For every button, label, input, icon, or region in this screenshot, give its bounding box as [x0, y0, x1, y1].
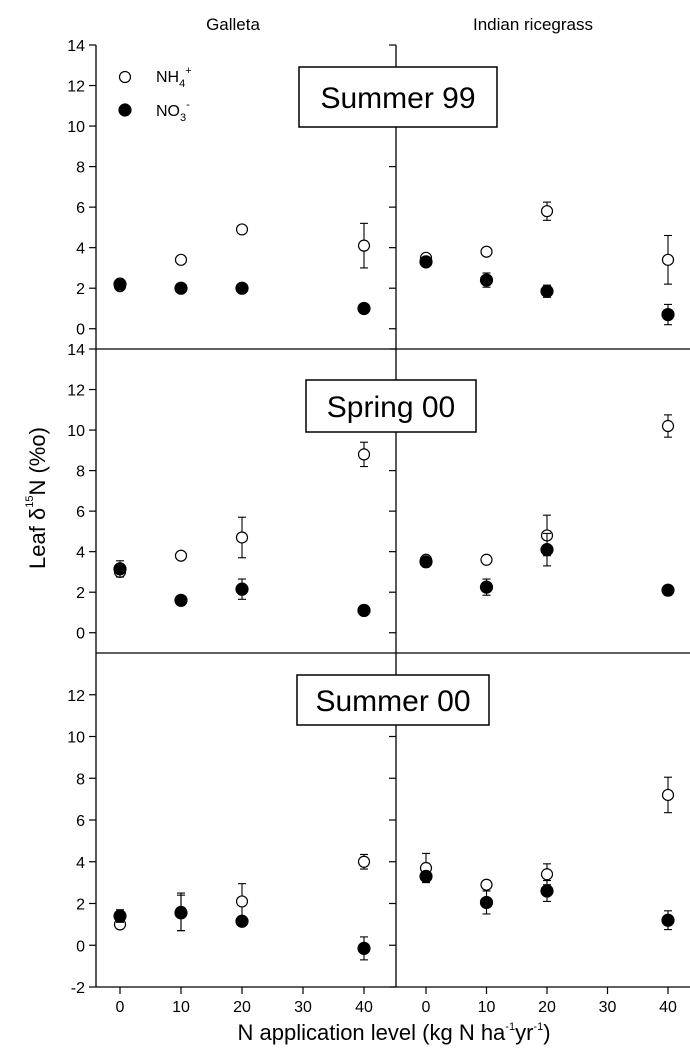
data-point-nh4: [235, 895, 249, 908]
x-tick-label: 30: [294, 999, 312, 1016]
y-tick-label: 10: [67, 423, 85, 440]
data-point-no3: [113, 562, 127, 576]
panel-label-summer-00-box: Summer 00: [296, 674, 490, 726]
data-point-nh4: [661, 788, 675, 802]
data-point-no3: [540, 543, 554, 557]
panel-label-summer-99-box: Summer 99: [298, 66, 498, 128]
y-tick-label: 2: [76, 585, 85, 602]
x-tick-label: 0: [116, 999, 125, 1016]
data-point-nh4: [480, 245, 493, 258]
data-point-no3: [357, 603, 371, 618]
data-point-no3: [540, 284, 554, 298]
column-title-indian-ricegrass: Indian ricegrass: [473, 15, 593, 34]
data-point-no3: [174, 593, 188, 607]
panel-label-spring-00: Spring 00: [327, 391, 455, 424]
data-point-nh4: [235, 531, 249, 544]
x-tick-label: 10: [478, 999, 496, 1016]
data-point-no3: [419, 255, 433, 269]
x-tick-label: 40: [355, 999, 373, 1016]
data-point-no3: [419, 555, 433, 569]
data-point-nh4: [235, 223, 249, 236]
data-point-nh4: [357, 239, 371, 252]
x-axis-title: N application level (kg N ha-1yr-1): [237, 1020, 550, 1045]
y-tick-label: 0: [76, 322, 85, 339]
data-point-no3: [419, 869, 433, 883]
data-point-nh4: [174, 549, 188, 562]
x-tick-label: 0: [422, 999, 431, 1016]
data-point-no3: [174, 281, 188, 295]
y-tick-label: 8: [76, 771, 85, 788]
y-tick-label: 12: [67, 79, 85, 96]
panel-label-summer-99: Summer 99: [320, 82, 475, 115]
data-point-nh4: [480, 553, 493, 566]
data-point-no3: [357, 941, 371, 955]
data-point-no3: [174, 906, 188, 920]
y-tick-label: 10: [67, 119, 85, 136]
data-point-no3: [113, 277, 127, 291]
data-point-no3: [661, 307, 675, 322]
x-axis-ticks: 0 10 20 30 40 0 10 20 30 40: [116, 987, 677, 1016]
data-point-no3: [479, 273, 494, 287]
y-tick-label: 8: [76, 464, 85, 481]
x-tick-label: 40: [659, 999, 677, 1016]
legend: NH4+ NO3-: [118, 65, 192, 124]
x-tick-label: 20: [233, 999, 251, 1016]
data-point-no3: [479, 580, 494, 594]
y-tick-label: 12: [67, 383, 85, 400]
data-point-nh4: [357, 855, 371, 868]
x-tick-label: 30: [599, 999, 617, 1016]
legend-marker-no3: [118, 103, 132, 117]
panel-label-summer-00: Summer 00: [315, 685, 470, 718]
y-tick-label: 12: [67, 688, 85, 705]
data-point-no3: [661, 583, 675, 597]
y-tick-label: 6: [76, 504, 85, 521]
data-point-no3: [661, 913, 675, 927]
data-point-nh4: [540, 205, 554, 218]
data-point-nh4: [540, 868, 554, 881]
y-tick-label: 14: [67, 342, 85, 359]
y-tick-label: 4: [76, 545, 85, 562]
y-tick-label: 0: [76, 626, 85, 643]
x-tick-label: 20: [538, 999, 556, 1016]
legend-label-nh4: NH4+: [156, 65, 192, 90]
y-tick-label: 4: [76, 241, 85, 258]
y-tick-label: -2: [71, 980, 85, 997]
y-axis-ticks: 0 2 4 6 8 10 12 14 0 2 4 6 8 10 12 14 -2 0 2 4 6 8 10 12: [67, 38, 396, 997]
y-tick-label: 4: [76, 855, 85, 872]
data-point-nh4: [480, 878, 493, 891]
data-point-no3: [113, 909, 127, 923]
data-point-no3: [235, 914, 249, 928]
y-tick-label: 6: [76, 813, 85, 830]
x-tick-label: 10: [172, 999, 190, 1016]
data-marks: [113, 201, 675, 961]
legend-label-no3: NO3-: [156, 99, 190, 124]
data-point-nh4: [661, 253, 675, 266]
panel-label-spring-00-box: Spring 00: [305, 379, 477, 433]
y-tick-label: 10: [67, 730, 85, 747]
data-point-no3: [357, 301, 371, 316]
data-point-nh4: [357, 448, 371, 461]
column-title-galleta: Galleta: [206, 15, 260, 34]
data-point-no3: [235, 582, 249, 596]
y-tick-label: 2: [76, 897, 85, 914]
panel-frames: [95, 45, 690, 988]
y-tick-label: 14: [67, 38, 85, 55]
y-axis-title: Leaf δ15N (%o): [24, 427, 50, 569]
y-tick-label: 8: [76, 160, 85, 177]
legend-marker-nh4: [118, 70, 132, 84]
data-point-nh4: [174, 253, 188, 266]
data-point-no3: [235, 281, 249, 295]
data-point-nh4: [661, 419, 675, 433]
y-tick-label: 6: [76, 200, 85, 217]
data-point-no3: [479, 895, 494, 910]
data-point-no3: [540, 884, 554, 898]
y-tick-label: 2: [76, 281, 85, 298]
y-tick-label: 0: [76, 938, 85, 955]
